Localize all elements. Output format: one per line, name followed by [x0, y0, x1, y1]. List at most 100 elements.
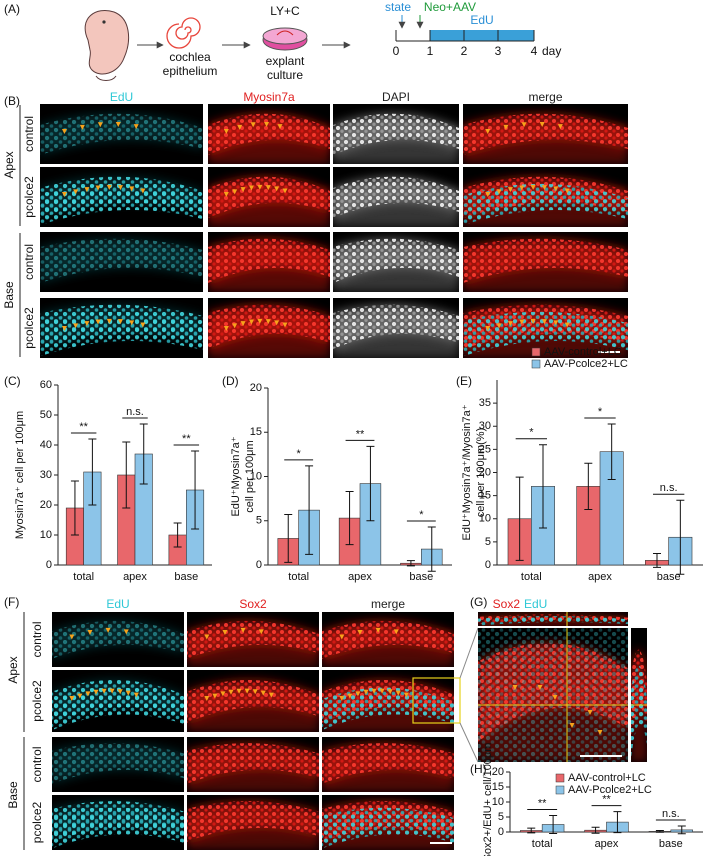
arrowhead [244, 688, 250, 694]
edu-cells [478, 615, 628, 626]
cells [187, 743, 319, 784]
significance-label: n.s. [662, 808, 680, 820]
y-tick-label: 0 [256, 559, 262, 571]
error-bar [539, 444, 548, 529]
x-tick-label: base [659, 838, 683, 850]
y-tick-label: 40 [40, 439, 52, 451]
micrograph [631, 628, 647, 762]
arrowhead [115, 121, 121, 127]
x-tick-label: apex [588, 571, 612, 583]
micrograph [333, 298, 459, 358]
row-label: control [30, 746, 44, 782]
arrowhead [117, 185, 123, 191]
arrowhead [507, 187, 513, 193]
arrowhead [264, 121, 270, 127]
error-bar [584, 462, 593, 510]
arrowhead [125, 690, 131, 696]
arrowhead [282, 188, 288, 194]
micrograph [40, 232, 203, 292]
arrowhead [106, 318, 112, 324]
error-bar [655, 830, 664, 833]
x-tick-label: apex [123, 571, 147, 583]
x-tick-label: apex [595, 838, 619, 850]
x-tick-label: total [521, 571, 542, 583]
arrowhead [252, 689, 258, 695]
cochlea-label: epithelium [163, 64, 218, 78]
micrograph [187, 795, 319, 850]
cells [322, 743, 454, 784]
arrowhead [129, 320, 135, 326]
error-bar [677, 825, 686, 835]
row-label: pcolce2 [30, 680, 44, 722]
y-tick-label: 0 [498, 826, 504, 838]
micrograph [52, 612, 184, 667]
edu-bar [430, 30, 534, 41]
y-tick-label: 30 [40, 469, 52, 481]
arrowhead [223, 129, 229, 134]
arrowhead [87, 630, 93, 636]
micrograph [463, 298, 628, 358]
error-bar [607, 423, 616, 480]
treatment-label: LY+C [270, 4, 300, 18]
arrowhead [212, 693, 218, 699]
cells [187, 620, 319, 659]
error-bar [527, 827, 536, 834]
panel-label: (E) [456, 374, 472, 388]
arrowhead [274, 320, 280, 326]
arrowhead [387, 689, 393, 695]
edu-cells [52, 687, 184, 731]
legend-label: AAV-Pcolce2+LC [568, 784, 652, 796]
timeline-injection: Neo+AAV [424, 0, 476, 14]
arrowhead [232, 323, 238, 329]
arrowhead [339, 634, 345, 640]
arrowhead [223, 192, 229, 197]
significance-label: n.s. [126, 406, 144, 418]
y-tick-label: 20 [40, 499, 52, 511]
legend-label: AAV-Pcolce2+LC [544, 358, 628, 370]
y-tick-label: 20 [479, 466, 491, 478]
arrowhead [85, 691, 91, 697]
x-tick-label: total [73, 571, 94, 583]
panel-label: (F) [4, 595, 19, 609]
micrograph [333, 232, 459, 292]
arrowhead [240, 321, 246, 327]
group-label: Base [6, 781, 20, 809]
y-tick-label: 10 [250, 470, 262, 482]
arrowhead [496, 323, 502, 329]
culture-label: culture [267, 68, 303, 82]
arrowhead [395, 690, 401, 696]
micrograph [52, 670, 184, 732]
x-tick-label: total [532, 838, 553, 850]
column-header: merge [528, 90, 562, 104]
error-bar [676, 499, 685, 575]
arrowhead [541, 319, 547, 325]
error-bar [427, 526, 436, 572]
arrowhead [232, 189, 238, 195]
cells [463, 113, 628, 155]
micrograph [40, 298, 203, 358]
edu-cells [52, 807, 184, 849]
arrowhead [260, 690, 266, 696]
arrowhead [77, 693, 83, 699]
arrowhead [537, 685, 543, 690]
arrowhead [339, 696, 345, 701]
error-bar [88, 438, 97, 506]
y-tick-label: 10 [40, 529, 52, 541]
micrograph [463, 232, 628, 292]
error-bar [515, 476, 524, 561]
column-header: DAPI [382, 90, 410, 104]
arrowhead [79, 124, 85, 130]
y-tick-label: 0 [485, 559, 491, 571]
arrowhead [73, 323, 79, 329]
y-axis-label: EdU⁺Myosin7a⁺/Myosin7a⁺ [461, 404, 473, 540]
micrograph [478, 612, 628, 626]
culture-dish [262, 27, 308, 45]
arrowhead [84, 321, 90, 327]
micrograph [208, 167, 330, 227]
cells [208, 176, 330, 218]
micrograph [322, 737, 454, 792]
error-bar [345, 491, 354, 546]
arrowhead [347, 693, 353, 699]
arrowhead [84, 187, 90, 193]
edu-cells [463, 183, 628, 226]
